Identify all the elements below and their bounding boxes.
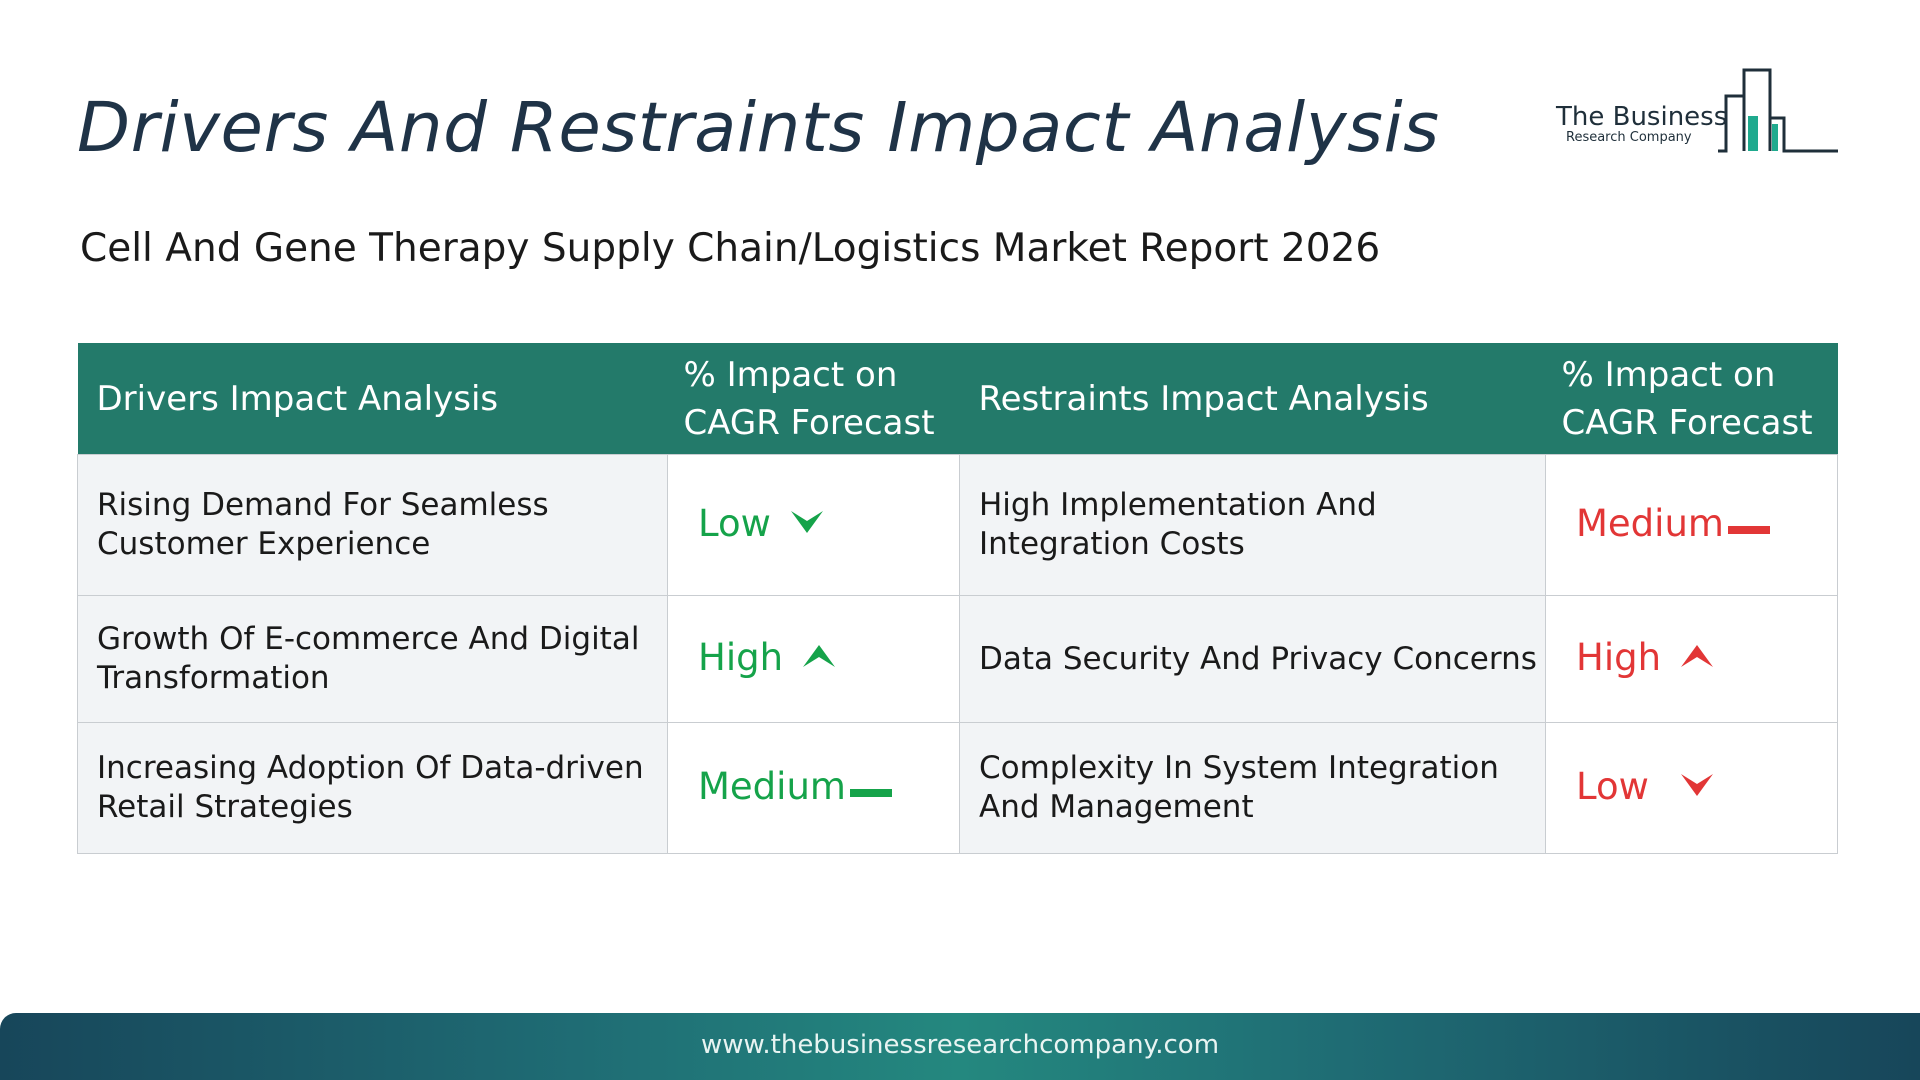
driver-impact-level: Low	[698, 504, 825, 543]
header-drivers-impact: % Impact on CAGR Forecast	[667, 343, 960, 455]
up-arrow-icon	[1679, 638, 1715, 677]
restraint-impact-level: Low	[1576, 767, 1715, 806]
dash-icon	[849, 767, 892, 806]
footer-bar: www.thebusinessresearchcompany.com	[0, 1013, 1920, 1080]
table-header-row: Drivers Impact Analysis % Impact on CAGR…	[77, 343, 1838, 455]
page-title: Drivers And Restraints Impact Analysis	[77, 88, 1440, 168]
driver-impact-label: High	[698, 636, 784, 679]
logo-line2: Research Company	[1566, 130, 1692, 145]
driver-cell: Increasing Adoption Of Data-driven Retai…	[77, 722, 668, 854]
driver-impact-level: Medium	[698, 767, 892, 806]
restraint-impact-level: Medium	[1576, 504, 1770, 543]
table-row: Rising Demand For Seamless Customer Expe…	[77, 454, 1838, 596]
footer-website-link[interactable]: www.thebusinessresearchcompany.com	[700, 1030, 1220, 1060]
header-restraints-impact: % Impact on CAGR Forecast	[1545, 343, 1838, 455]
driver-impact-label: Low	[698, 502, 771, 545]
up-arrow-icon	[801, 638, 837, 677]
driver-impact-cell: Medium	[667, 722, 960, 854]
restraint-impact-level: High	[1576, 638, 1715, 677]
table-row: Growth Of E-commerce And Digital Transfo…	[77, 595, 1838, 723]
driver-impact-cell: High	[667, 595, 960, 723]
table-row: Increasing Adoption Of Data-driven Retai…	[77, 722, 1838, 854]
restraint-cell: High Implementation And Integration Cost…	[959, 454, 1546, 596]
driver-impact-cell: Low	[667, 454, 960, 596]
report-subtitle: Cell And Gene Therapy Supply Chain/Logis…	[80, 226, 1381, 271]
restraint-cell: Data Security And Privacy Concerns	[959, 595, 1546, 723]
down-arrow-icon	[789, 504, 825, 543]
down-arrow-icon	[1679, 767, 1715, 806]
driver-cell: Rising Demand For Seamless Customer Expe…	[77, 454, 668, 596]
impact-table: Drivers Impact Analysis % Impact on CAGR…	[77, 343, 1838, 854]
restraint-impact-cell: Low	[1545, 722, 1838, 854]
dash-icon	[1727, 504, 1770, 543]
restraint-impact-label: High	[1576, 636, 1662, 679]
driver-impact-level: High	[698, 638, 837, 677]
restraint-cell: Complexity In System Integration And Man…	[959, 722, 1546, 854]
header-drivers: Drivers Impact Analysis	[77, 343, 668, 455]
driver-cell: Growth Of E-commerce And Digital Transfo…	[77, 595, 668, 723]
restraint-impact-label: Low	[1576, 765, 1649, 808]
restraint-impact-label: Medium	[1576, 502, 1724, 545]
company-logo: The Business Research Company	[1552, 66, 1838, 156]
driver-impact-label: Medium	[698, 765, 846, 808]
logo-bars-icon	[1718, 68, 1838, 153]
header-restraints: Restraints Impact Analysis	[959, 343, 1546, 455]
restraint-impact-cell: High	[1545, 595, 1838, 723]
restraint-impact-cell: Medium	[1545, 454, 1838, 596]
logo-line1: The Business	[1556, 102, 1728, 132]
